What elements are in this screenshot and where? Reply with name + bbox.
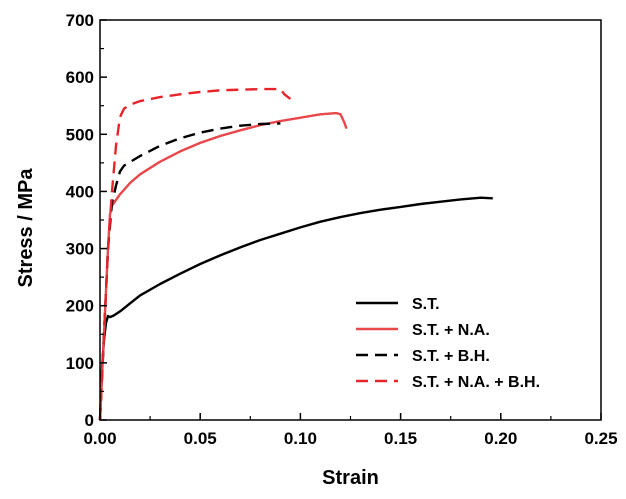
series-line-4: [98, 87, 292, 421]
y-tick-label: 0: [85, 411, 94, 430]
x-tick-label: 0.15: [384, 429, 417, 448]
series-layer: [98, 87, 493, 421]
x-tick-label: 0.10: [284, 429, 317, 448]
y-tick-label: 600: [66, 68, 94, 87]
y-tick-label: 500: [66, 125, 94, 144]
legend-label-2: S.T. + N.A.: [412, 322, 490, 339]
x-tick-label: 0.05: [184, 429, 217, 448]
y-tick-label: 200: [66, 297, 94, 316]
y-tick-label: 300: [66, 240, 94, 259]
x-tick-label: 0.00: [83, 429, 116, 448]
y-tick-label: 100: [66, 354, 94, 373]
series-line-3: [98, 122, 281, 421]
legend-label-1: S.T.: [412, 296, 440, 313]
y-axis-title: Stress / MPa: [15, 168, 37, 288]
x-tick-label: 0.20: [484, 429, 517, 448]
legend-label-4: S.T. + N.A. + B.H.: [412, 374, 540, 391]
y-tick-label: 400: [66, 182, 94, 201]
legend: S.T. S.T. + N.A. S.T. + B.H. S.T. + N.A. + …: [356, 296, 540, 391]
y-tick-label: 700: [66, 11, 94, 30]
legend-label-3: S.T. + B.H.: [412, 348, 490, 365]
series-line-1: [98, 196, 493, 421]
x-axis-title: Strain: [322, 467, 379, 489]
plot-frame: [99, 19, 602, 421]
tick-layer: 0.00 0.05 0.10 0.15 0.20 0.25 0 100 200 300 400 500…: [66, 11, 618, 448]
x-tick-label: 0.25: [584, 429, 617, 448]
